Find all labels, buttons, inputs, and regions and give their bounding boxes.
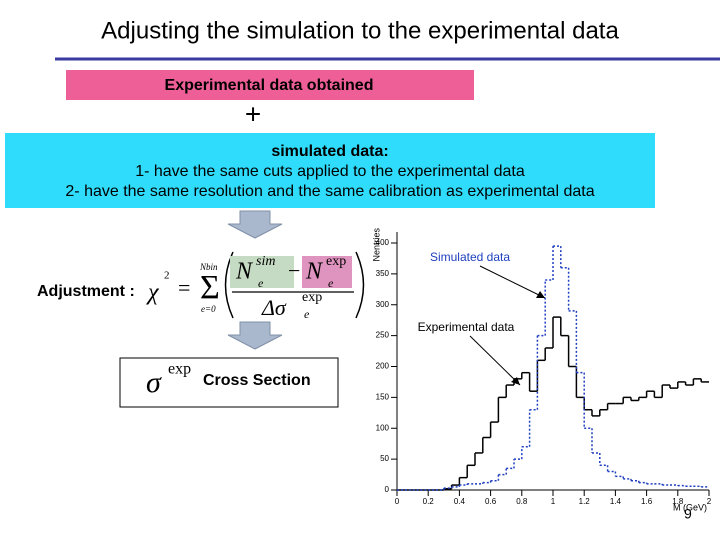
x-tick-label: 0 — [395, 497, 400, 506]
annotation-arrow — [479, 265, 546, 299]
x-tick-label: 0.8 — [516, 497, 528, 506]
highlight — [230, 256, 294, 288]
y-tick-label: 400 — [376, 238, 390, 247]
x-tick-label: 1.8 — [672, 497, 684, 506]
y-tick-label: 200 — [376, 362, 390, 371]
sigma-exp: exp — [168, 361, 191, 378]
annotation: Simulated data — [430, 250, 510, 264]
arrow-down — [227, 321, 283, 350]
arrow-down — [227, 210, 283, 239]
adjustment-label: Adjustment : — [37, 283, 135, 300]
y-tick-label: 250 — [376, 331, 390, 340]
formula-part: Σ — [200, 269, 220, 306]
y-tick-label: 150 — [376, 392, 390, 401]
formula-part: e=0 — [201, 304, 216, 314]
formula-part: = — [178, 275, 190, 300]
x-tick-label: 2 — [707, 497, 712, 506]
formula-part: N — [235, 259, 254, 285]
formula: χ 2 = Σ Nbin e=0 N sim e − N exp e Δσ ex… — [146, 251, 365, 321]
formula-part: N — [305, 259, 324, 285]
cross-section-text: Cross Section — [203, 372, 311, 389]
y-tick-label: 100 — [376, 423, 390, 432]
formula-part: − — [288, 258, 300, 283]
x-tick-label: 1.2 — [579, 497, 591, 506]
x-tick-label: 0.6 — [485, 497, 497, 506]
sigma: σ — [146, 366, 162, 399]
y-tick-label: 300 — [376, 300, 390, 309]
y-axis-label: Nentries — [371, 228, 381, 262]
highlight — [302, 256, 352, 288]
box-simulated-line: 2- have the same resolution and the same… — [65, 183, 594, 200]
box-experimental-text: Experimental data obtained — [165, 77, 374, 94]
box-simulated-line: simulated data: — [271, 143, 388, 160]
formula-part: 2 — [164, 270, 170, 282]
histogram: 0 50 100 150 200 250 300 350 400 0 0.2 0.4 0.6 0.8 1 1.… — [371, 228, 711, 513]
formula-part: e — [258, 276, 264, 290]
cross-section-box — [119, 357, 339, 408]
formula-part: Δσ — [261, 295, 287, 320]
annotation-arrow — [469, 335, 521, 386]
x-tick-label: 0.4 — [454, 497, 466, 506]
x-tick-label: 1.6 — [641, 497, 653, 506]
page-number: 9 — [684, 506, 692, 522]
arrow-head — [511, 377, 520, 385]
x-tick-label: 0.2 — [423, 497, 435, 506]
formula-part: Nbin — [199, 262, 218, 272]
y-tick-label: 0 — [385, 485, 390, 494]
box-simulated — [5, 133, 655, 208]
x-tick-label: 1 — [551, 497, 556, 506]
title: Adjusting the simulation to the experime… — [101, 17, 619, 44]
formula-part: exp — [302, 290, 322, 305]
formula-part: exp — [326, 254, 346, 269]
annotation: Experimental data — [418, 320, 515, 334]
plus: + — [245, 98, 261, 129]
x-tick-label: 1.4 — [610, 497, 622, 506]
x-axis-label: M (GeV) — [673, 502, 707, 512]
box-simulated-line: 1- have the same cuts applied to the exp… — [135, 163, 525, 180]
y-tick-label: 50 — [380, 454, 389, 463]
formula-part: e — [304, 307, 310, 321]
paren — [355, 251, 365, 319]
formula-part: e — [328, 276, 334, 290]
y-tick-label: 350 — [376, 269, 390, 278]
formula-part: sim — [256, 254, 275, 269]
box-experimental — [66, 70, 474, 100]
arrow-head — [536, 291, 545, 298]
formula-part: χ — [146, 280, 160, 306]
